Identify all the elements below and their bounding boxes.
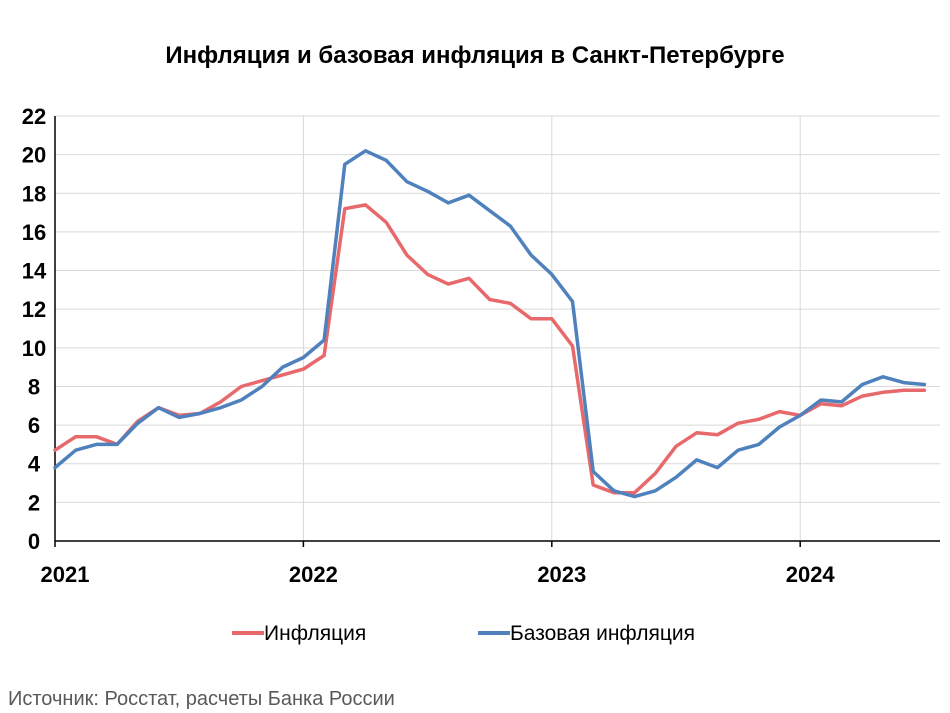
x-tick-label: 2021 [41, 562, 90, 587]
chart-title: Инфляция и базовая инфляция в Санкт-Пете… [165, 42, 785, 69]
y-tick-label: 2 [28, 490, 40, 515]
x-tick-label: 2022 [289, 562, 338, 587]
x-tick-label: 2024 [786, 562, 836, 587]
source-note: Источник: Росстат, расчеты Банка России [8, 688, 395, 710]
y-tick-label: 0 [28, 529, 40, 554]
y-axis-ticks: 0 2 4 6 8 10 12 14 16 18 20 22 [22, 104, 47, 554]
y-tick-label: 16 [22, 220, 46, 245]
y-tick-label: 14 [22, 259, 47, 284]
y-tick-label: 18 [22, 181, 46, 206]
legend: Инфляция Базовая инфляция [232, 622, 695, 645]
gridlines [55, 115, 940, 541]
y-tick-label: 4 [28, 452, 41, 477]
series-line-1 [53, 203, 927, 495]
y-tick-label: 6 [28, 413, 40, 438]
y-tick-label: 10 [22, 336, 46, 361]
y-tick-label: 22 [22, 104, 46, 129]
axes [54, 116, 940, 547]
legend-label-2: Базовая инфляция [510, 622, 695, 645]
y-tick-label: 8 [28, 374, 40, 399]
legend-label-1: Инфляция [264, 622, 366, 645]
y-tick-label: 12 [22, 297, 46, 322]
x-tick-label: 2023 [537, 562, 586, 587]
series-lines [53, 149, 927, 499]
y-tick-label: 20 [22, 143, 46, 168]
series-line-2 [53, 149, 927, 499]
x-axis-ticks: 2021 2022 2023 2024 [41, 562, 836, 587]
